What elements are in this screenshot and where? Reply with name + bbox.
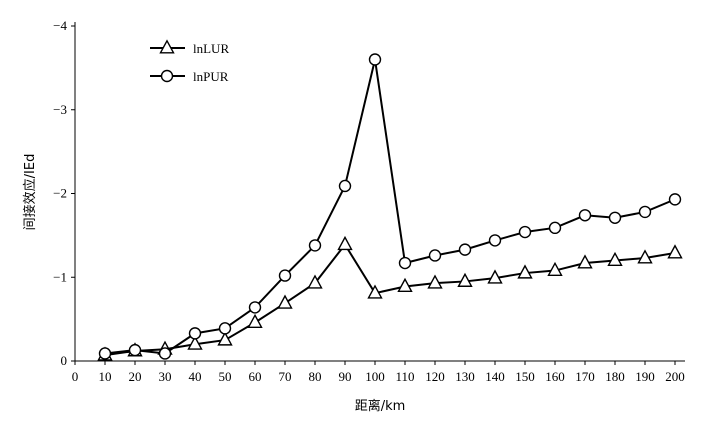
- legend: lnLUR lnPUR: [150, 39, 229, 84]
- data-point: [368, 53, 382, 66]
- data-point: [607, 251, 623, 266]
- x-tick-label: 150: [515, 369, 535, 384]
- data-point: [278, 269, 292, 282]
- axes: [74, 22, 685, 362]
- data-point: [398, 256, 412, 270]
- data-point: [128, 343, 142, 357]
- x-tick-label: 120: [425, 369, 445, 384]
- x-axis-title: 距离/km: [355, 398, 406, 414]
- data-point: [158, 347, 172, 360]
- data-point: [308, 239, 322, 252]
- x-tick-label: 60: [249, 369, 262, 384]
- data-point: [488, 234, 502, 247]
- y-tick-label: −3: [53, 102, 67, 117]
- x-tick-label: 130: [455, 369, 475, 384]
- x-tick-label: 200: [665, 369, 685, 384]
- data-point: [427, 274, 443, 289]
- legend-label: lnPUR: [193, 69, 229, 84]
- x-tick-label: 70: [279, 369, 292, 384]
- data-point: [217, 331, 233, 346]
- x-tick-label: 180: [605, 369, 625, 384]
- data-point: [428, 249, 442, 262]
- data-point: [188, 327, 202, 340]
- data-point: [248, 301, 262, 314]
- data-point: [338, 179, 352, 193]
- x-tick-label: 40: [189, 369, 202, 384]
- data-point: [517, 264, 533, 279]
- x-tick-label: 10: [99, 369, 112, 384]
- legend-item: lnLUR: [150, 39, 229, 56]
- data-point: [548, 221, 562, 235]
- x-tick-label: 190: [635, 369, 655, 384]
- x-tick-label: 30: [159, 369, 172, 384]
- legend-item: lnPUR: [150, 69, 229, 84]
- y-axis-title: 间接效应/IEd: [22, 154, 38, 231]
- x-tick-label: 110: [395, 369, 414, 384]
- data-point: [487, 269, 503, 284]
- series-line: [104, 242, 676, 357]
- series-layer: [97, 53, 683, 361]
- y-tick-label: −4: [53, 18, 67, 33]
- series-line: [104, 59, 676, 355]
- x-tick-label: 140: [485, 369, 505, 384]
- x-tick-label: 90: [339, 369, 352, 384]
- legend-label: lnLUR: [193, 41, 229, 56]
- data-point: [367, 284, 383, 299]
- data-point: [218, 322, 232, 335]
- data-point: [247, 313, 263, 328]
- x-axis-ticks: 0 10 20 30 40 50 60 70 80 90 100 110 120 130 140 150 160…: [72, 361, 685, 384]
- data-point: [457, 272, 473, 287]
- x-tick-label: 160: [545, 369, 565, 384]
- series-lnLUR: [97, 235, 683, 361]
- y-tick-label: 0: [61, 353, 68, 368]
- data-point: [668, 193, 682, 206]
- x-tick-label: 100: [365, 369, 385, 384]
- legend-marker: [159, 39, 175, 54]
- y-tick-label: −2: [53, 186, 67, 201]
- legend-marker: [160, 69, 174, 83]
- x-tick-label: 0: [72, 369, 79, 384]
- data-point: [307, 274, 323, 289]
- data-point: [187, 335, 203, 350]
- x-tick-label: 80: [309, 369, 322, 384]
- y-axis-ticks: 0 −1 −2 −3 −4: [53, 18, 75, 368]
- data-point: [637, 249, 653, 264]
- data-point: [518, 225, 532, 239]
- data-point: [98, 347, 112, 360]
- data-point: [337, 235, 353, 251]
- x-tick-label: 20: [129, 369, 142, 384]
- data-point: [608, 211, 622, 224]
- data-point: [638, 205, 652, 219]
- data-point: [547, 261, 563, 277]
- data-point: [667, 244, 683, 259]
- data-point: [397, 277, 413, 292]
- data-point: [277, 294, 293, 309]
- data-point: [577, 254, 593, 269]
- x-tick-label: 50: [219, 369, 232, 384]
- series-lnPUR: [98, 53, 682, 360]
- x-tick-label: 170: [575, 369, 595, 384]
- data-point: [458, 243, 472, 256]
- data-point: [578, 209, 592, 222]
- y-tick-label: −1: [53, 269, 67, 284]
